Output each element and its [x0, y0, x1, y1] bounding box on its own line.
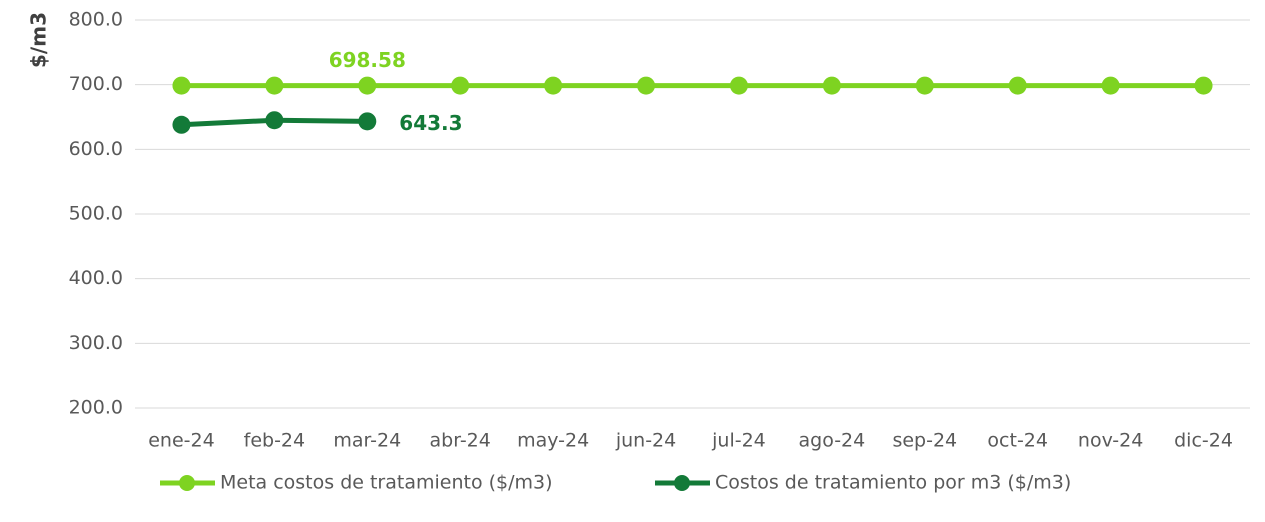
data-label: 698.58 — [329, 48, 406, 72]
x-tick-label: ago-24 — [799, 430, 866, 452]
legend-marker — [674, 475, 690, 491]
legend-marker — [179, 475, 195, 491]
y-axis-label: $/m3 — [27, 12, 51, 68]
point — [822, 76, 841, 95]
point — [358, 76, 377, 95]
x-tick-label: oct-24 — [987, 430, 1048, 452]
point — [172, 76, 191, 95]
y-tick-label: 600.0 — [69, 138, 123, 160]
point — [1101, 76, 1120, 95]
data-label: 643.3 — [399, 111, 462, 135]
point — [265, 111, 284, 130]
legend-label: Costos de tratamiento por m3 ($/m3) — [715, 472, 1071, 494]
point — [1008, 76, 1027, 95]
point — [172, 115, 191, 134]
point — [358, 112, 377, 131]
x-tick-label: feb-24 — [244, 430, 305, 452]
y-tick-label: 400.0 — [69, 267, 123, 289]
y-tick-label: 500.0 — [69, 203, 123, 225]
point — [265, 76, 284, 95]
x-tick-label: may-24 — [517, 430, 589, 452]
point — [451, 76, 470, 95]
x-tick-label: abr-24 — [430, 430, 491, 452]
point — [729, 76, 748, 95]
x-tick-label: jul-24 — [711, 430, 766, 452]
x-tick-label: mar-24 — [333, 430, 401, 452]
x-tick-label: sep-24 — [892, 430, 957, 452]
x-tick-label: dic-24 — [1174, 430, 1233, 452]
x-tick-label: ene-24 — [148, 430, 214, 452]
y-tick-label: 300.0 — [69, 332, 123, 354]
y-tick-label: 200.0 — [69, 397, 123, 419]
point — [544, 76, 563, 95]
point — [637, 76, 656, 95]
legend-label: Meta costos de tratamiento ($/m3) — [220, 472, 553, 494]
x-tick-label: nov-24 — [1078, 430, 1143, 452]
x-tick-label: jun-24 — [615, 430, 676, 452]
point — [1194, 76, 1213, 95]
y-tick-label: 700.0 — [69, 73, 123, 95]
point — [915, 76, 934, 95]
y-tick-label: 800.0 — [69, 9, 123, 31]
